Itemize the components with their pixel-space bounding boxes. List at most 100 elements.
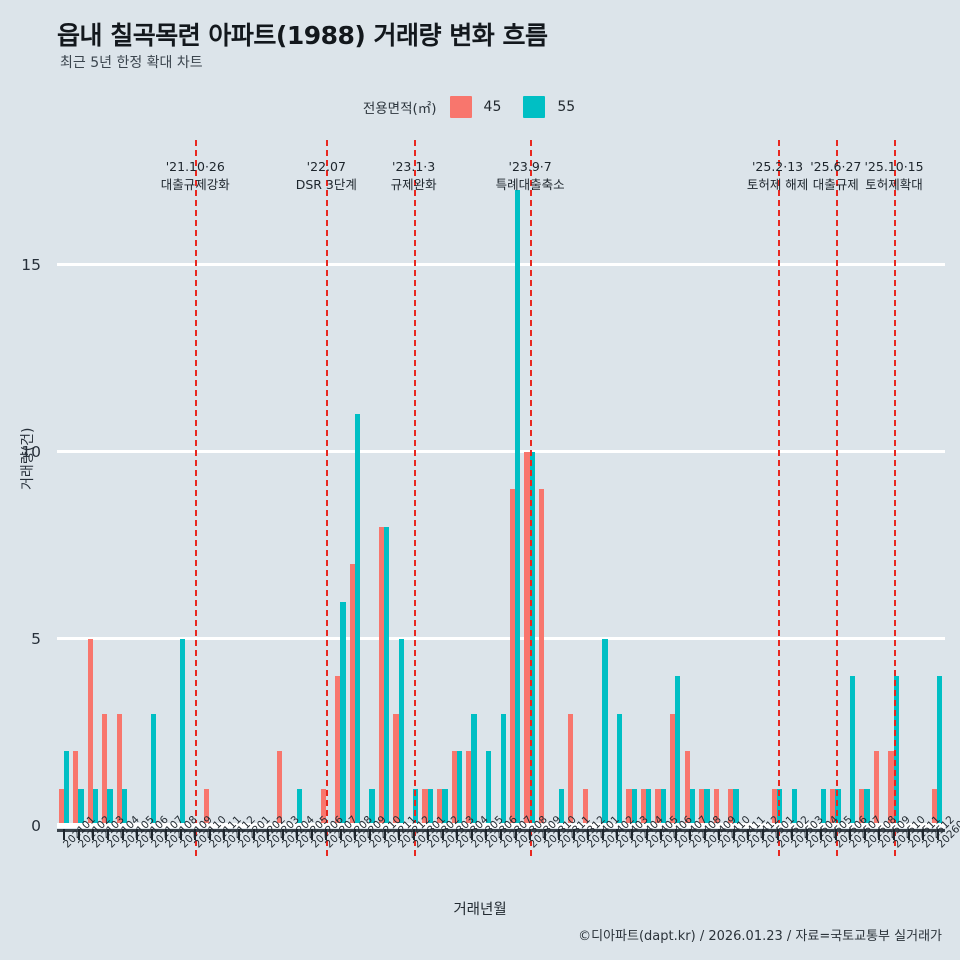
bar-45-202309[interactable] bbox=[524, 451, 530, 826]
bar-45-202105[interactable] bbox=[116, 713, 122, 826]
bar-45-202508[interactable] bbox=[859, 788, 865, 826]
bar-55-202212[interactable] bbox=[398, 638, 404, 826]
bar-55-202407[interactable] bbox=[675, 676, 681, 826]
bar-55-202510[interactable] bbox=[893, 676, 899, 826]
bar-45-202411[interactable] bbox=[728, 788, 734, 826]
bar-45-202405[interactable] bbox=[640, 788, 647, 826]
bar-55-202208[interactable] bbox=[340, 601, 346, 826]
x-tick bbox=[252, 829, 255, 840]
bar-55-202101[interactable] bbox=[63, 751, 69, 826]
bar-55-202408[interactable] bbox=[689, 788, 695, 826]
bar-45-202404[interactable] bbox=[626, 788, 632, 826]
event-annotation-202207: '22.07 DSR 3단계 bbox=[296, 158, 357, 194]
bar-45-202211[interactable] bbox=[378, 526, 385, 826]
bar-45-202305[interactable] bbox=[466, 751, 472, 826]
bar-45-202204[interactable] bbox=[276, 751, 283, 826]
bar-55-202403[interactable] bbox=[616, 713, 623, 826]
bar-55-202205[interactable] bbox=[296, 788, 302, 826]
bar-55-202306[interactable] bbox=[485, 751, 492, 826]
bar-55-202309[interactable] bbox=[529, 451, 535, 826]
bar-55-202411[interactable] bbox=[733, 788, 739, 826]
x-tick bbox=[543, 829, 546, 840]
bar-55-202502[interactable] bbox=[777, 788, 783, 826]
bar-55-202505[interactable] bbox=[820, 788, 826, 826]
bar-45-202506[interactable] bbox=[830, 788, 836, 826]
bar-55-202503[interactable] bbox=[791, 788, 797, 826]
bar-45-202502[interactable] bbox=[771, 788, 778, 826]
bar-45-202408[interactable] bbox=[684, 751, 690, 826]
bar-45-202406[interactable] bbox=[655, 788, 661, 826]
x-tick bbox=[456, 829, 459, 840]
x-tick bbox=[310, 829, 313, 840]
bar-55-202409[interactable] bbox=[704, 788, 710, 826]
bar-55-202104[interactable] bbox=[107, 788, 113, 826]
bar-55-202211[interactable] bbox=[384, 526, 390, 826]
bar-45-202407[interactable] bbox=[669, 713, 676, 826]
bar-45-202509[interactable] bbox=[873, 751, 879, 826]
event-line-202502 bbox=[777, 140, 780, 856]
bar-55-202209[interactable] bbox=[354, 414, 361, 826]
event-annotation-202510: '25.10·15 토허제확대 bbox=[864, 158, 923, 194]
x-tick bbox=[834, 829, 837, 840]
bar-45-202401[interactable] bbox=[582, 788, 588, 826]
event-annotation-202301: '23.1·3 규제완화 bbox=[391, 158, 437, 194]
x-tick bbox=[485, 829, 488, 840]
bar-55-202406[interactable] bbox=[660, 788, 666, 826]
x-tick bbox=[354, 829, 357, 840]
bar-55-202107[interactable] bbox=[151, 713, 157, 826]
bar-45-202410[interactable] bbox=[713, 788, 719, 826]
bar-45-202409[interactable] bbox=[699, 788, 705, 826]
bar-45-202209[interactable] bbox=[349, 564, 355, 826]
bar-55-202210[interactable] bbox=[369, 788, 375, 826]
bar-55-202506[interactable] bbox=[835, 788, 841, 826]
bar-55-202404[interactable] bbox=[631, 788, 637, 826]
x-tick bbox=[325, 829, 328, 840]
bar-55-202103[interactable] bbox=[92, 788, 99, 826]
bar-55-202507[interactable] bbox=[849, 676, 856, 826]
x-tick bbox=[936, 829, 939, 840]
bar-45-202101[interactable] bbox=[58, 788, 64, 826]
event-line-202110 bbox=[195, 140, 198, 856]
bar-55-202405[interactable] bbox=[646, 788, 652, 826]
bar-55-202301[interactable] bbox=[413, 788, 419, 826]
bar-45-202302[interactable] bbox=[422, 788, 428, 826]
bar-45-202207[interactable] bbox=[320, 788, 326, 826]
bar-45-202212[interactable] bbox=[393, 713, 399, 826]
bar-45-202102[interactable] bbox=[73, 751, 79, 826]
event-line-202207 bbox=[326, 140, 329, 856]
bar-55-202102[interactable] bbox=[78, 788, 84, 826]
gridline bbox=[57, 450, 945, 454]
x-tick bbox=[805, 829, 808, 840]
bar-55-202508[interactable] bbox=[864, 788, 870, 826]
bar-45-202103[interactable] bbox=[87, 638, 93, 826]
bar-55-202305[interactable] bbox=[471, 713, 477, 826]
event-annotation-202110: '21.10·26 대출규제강화 bbox=[161, 158, 230, 194]
x-tick bbox=[281, 829, 284, 840]
bar-45-202304[interactable] bbox=[451, 751, 457, 826]
event-date: '25.2·13 bbox=[751, 159, 804, 174]
legend-item-45[interactable]: 45 bbox=[449, 96, 524, 118]
bar-55-202109[interactable] bbox=[180, 638, 186, 826]
bar-55-202105[interactable] bbox=[122, 788, 128, 826]
bar-45-202312[interactable] bbox=[568, 713, 574, 826]
bar-45-202601[interactable] bbox=[931, 788, 938, 826]
x-tick bbox=[747, 829, 750, 840]
bar-55-202308[interactable] bbox=[515, 190, 521, 826]
bar-45-202104[interactable] bbox=[102, 713, 108, 826]
legend-item-55[interactable]: 55 bbox=[523, 96, 597, 118]
bar-45-202310[interactable] bbox=[538, 489, 545, 826]
bar-45-202111[interactable] bbox=[204, 788, 210, 826]
bar-55-202311[interactable] bbox=[558, 788, 564, 826]
bar-55-202601[interactable] bbox=[937, 676, 943, 826]
bar-45-202208[interactable] bbox=[335, 676, 341, 826]
x-tick bbox=[820, 829, 823, 840]
bar-55-202402[interactable] bbox=[602, 638, 608, 826]
bar-55-202302[interactable] bbox=[427, 788, 433, 826]
bar-55-202303[interactable] bbox=[442, 788, 448, 826]
bar-45-202308[interactable] bbox=[509, 489, 516, 826]
bar-45-202303[interactable] bbox=[437, 788, 443, 826]
x-tick bbox=[631, 829, 634, 840]
bar-55-202304[interactable] bbox=[456, 751, 463, 826]
bar-55-202307[interactable] bbox=[500, 713, 506, 826]
bar-45-202510[interactable] bbox=[888, 751, 894, 826]
